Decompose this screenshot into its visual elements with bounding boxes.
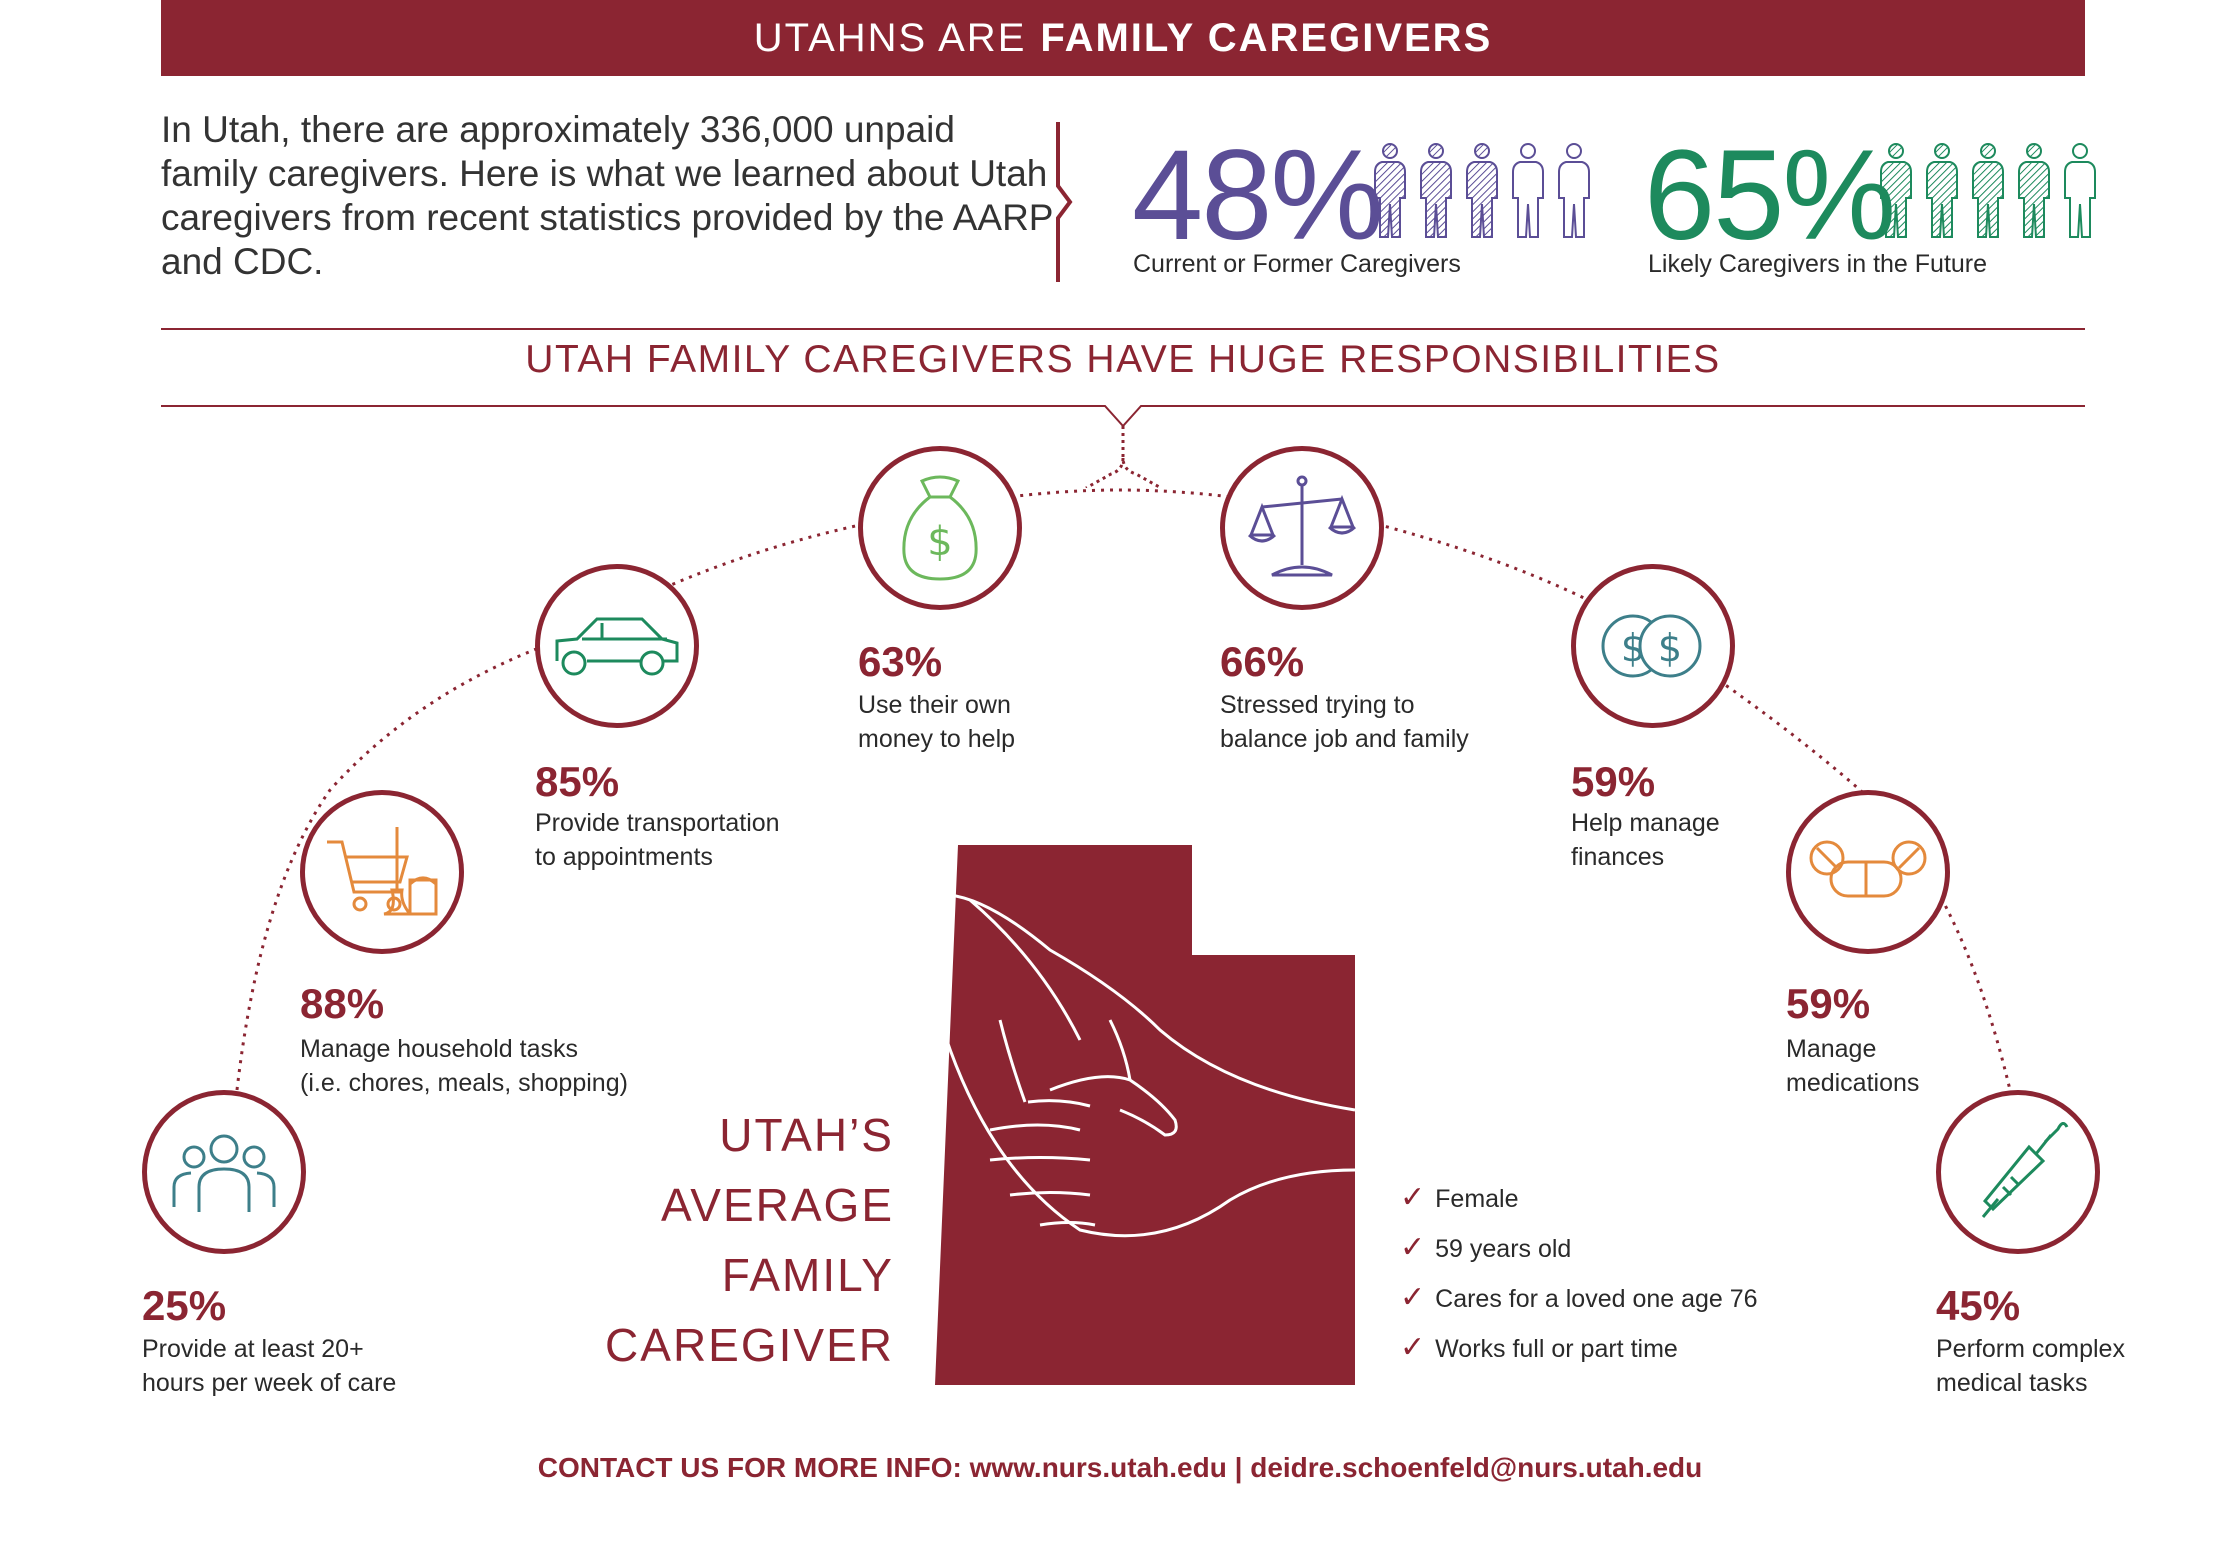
title-line-bottom — [161, 405, 2085, 488]
person-icon — [1972, 143, 2004, 238]
pct-finances: 59% — [1571, 758, 1656, 805]
stat-current-label: Current or Former Caregivers — [1133, 250, 1461, 278]
circle-finances: $ $ — [1571, 564, 1735, 728]
stat-current-value: 48% — [1132, 124, 1384, 267]
trait-label: 59 years old — [1435, 1235, 1572, 1263]
trait-item: ✓ 59 years old — [1400, 1230, 1571, 1265]
desc-medications: Manage medications — [1786, 1032, 1919, 1100]
header-banner: UTAHNS ARE FAMILY CAREGIVERS — [161, 0, 2085, 76]
syringe-icon — [1981, 1122, 2069, 1218]
person-icon — [2064, 143, 2096, 238]
person-icon — [1466, 143, 1498, 238]
utah-map — [935, 845, 1356, 1385]
check-icon: ✓ — [1400, 1181, 1426, 1214]
average-title-line3: FAMILY — [721, 1249, 894, 1301]
desc-medications-line1: Manage — [1786, 1035, 1877, 1063]
person-icon — [1420, 143, 1452, 238]
pct-stress: 66% — [1220, 638, 1305, 685]
desc-money-line2: money to help — [858, 725, 1016, 753]
person-icon — [1374, 143, 1406, 238]
circle-people-group — [142, 1090, 306, 1254]
desc-stress-line2: balance job and family — [1220, 725, 1469, 753]
pct-medical: 45% — [1936, 1282, 2021, 1329]
intro-text: In Utah, there are approximately 336,000… — [161, 109, 1053, 282]
desc-hours-care-line1: Provide at least 20+ — [142, 1335, 364, 1363]
circle-stress — [1220, 446, 1384, 610]
pct-money: 63% — [858, 638, 943, 685]
pct-transportation: 85% — [535, 758, 620, 805]
scales-icon — [1247, 475, 1357, 577]
svg-text:$: $ — [1658, 626, 1682, 670]
average-title-line4: CAREGIVER — [605, 1319, 894, 1371]
person-icon — [1880, 143, 1912, 238]
desc-transportation: Provide transportation to appointments — [535, 806, 780, 874]
stat-future-value: 65% — [1644, 124, 1896, 267]
check-icon: ✓ — [1400, 1231, 1426, 1264]
title-line-top — [161, 328, 2085, 330]
holding-hands-icon — [943, 893, 1356, 1238]
trait-label: Female — [1435, 1185, 1519, 1213]
circle-household — [300, 790, 464, 954]
car-icon — [555, 617, 679, 676]
circle-money: $ — [858, 446, 1022, 610]
desc-household: Manage household tasks (i.e. chores, mea… — [300, 1032, 628, 1100]
average-title-line2: AVERAGE — [661, 1179, 894, 1231]
check-icon: ✓ — [1400, 1331, 1426, 1364]
shopping-cart-icon — [327, 827, 438, 916]
desc-hours-care-line2: hours per week of care — [142, 1369, 397, 1397]
pct-hours-care: 25% — [142, 1282, 227, 1329]
desc-stress-line1: Stressed trying to — [1220, 691, 1415, 719]
desc-hours-care: Provide at least 20+ hours per week of c… — [142, 1332, 396, 1400]
trait-item: ✓ Female — [1400, 1180, 1519, 1215]
contact-info: CONTACT US FOR MORE INFO: www.nurs.utah.… — [537, 1452, 1703, 1483]
svg-text:$: $ — [927, 519, 952, 565]
check-icon: ✓ — [1400, 1281, 1426, 1314]
pct-medications: 59% — [1786, 980, 1871, 1027]
header-title-bold: FAMILY CAREGIVERS — [1040, 15, 1493, 60]
desc-household-line1: Manage household tasks — [300, 1035, 578, 1063]
circle-medical — [1936, 1090, 2100, 1254]
desc-transportation-line1: Provide transportation — [535, 809, 780, 837]
person-icon — [2018, 143, 2050, 238]
responsibilities-title: UTAH FAMILY CAREGIVERS HAVE HUGE RESPONS… — [525, 338, 1721, 381]
pills-icon — [1809, 840, 1927, 898]
bracket-divider — [1056, 122, 1073, 282]
desc-stress: Stressed trying to balance job and famil… — [1220, 688, 1469, 756]
desc-medical-line2: medical tasks — [1936, 1369, 2088, 1397]
trait-label: Works full or part time — [1435, 1335, 1678, 1363]
people-group-icon — [172, 1134, 276, 1212]
trait-item: ✓ Cares for a loved one age 76 — [1400, 1280, 1758, 1315]
desc-money: Use their own money to help — [858, 688, 1015, 756]
desc-finances-line2: finances — [1571, 843, 1665, 871]
average-caregiver-title: UTAH’S AVERAGE FAMILY CAREGIVER — [605, 1100, 894, 1380]
desc-medical-line1: Perform complex — [1936, 1335, 2125, 1363]
desc-household-line2: (i.e. chores, meals, shopping) — [300, 1069, 628, 1097]
desc-medical: Perform complex medical tasks — [1936, 1332, 2125, 1400]
svg-text:$: $ — [1621, 626, 1645, 670]
person-icon — [1558, 143, 1590, 238]
desc-finances: Help manage finances — [1571, 806, 1720, 874]
trait-label: Cares for a loved one age 76 — [1435, 1285, 1758, 1313]
desc-finances-line1: Help manage — [1571, 809, 1720, 837]
stat-future-label: Likely Caregivers in the Future — [1648, 250, 1988, 278]
desc-transportation-line2: to appointments — [535, 843, 713, 871]
person-icon — [1512, 143, 1544, 238]
money-bag-icon: $ — [902, 475, 978, 581]
header-title-light: UTAHNS ARE — [753, 15, 1027, 60]
desc-medications-line2: medications — [1786, 1069, 1920, 1097]
pct-household: 88% — [300, 980, 385, 1027]
person-icon — [1926, 143, 1958, 238]
circle-transportation — [535, 564, 699, 728]
coins-icon: $ $ — [1601, 614, 1702, 678]
circle-medications — [1786, 790, 1950, 954]
average-title-line1: UTAH’S — [719, 1109, 894, 1161]
desc-money-line1: Use their own — [858, 691, 1011, 719]
trait-item: ✓ Works full or part time — [1400, 1330, 1678, 1365]
